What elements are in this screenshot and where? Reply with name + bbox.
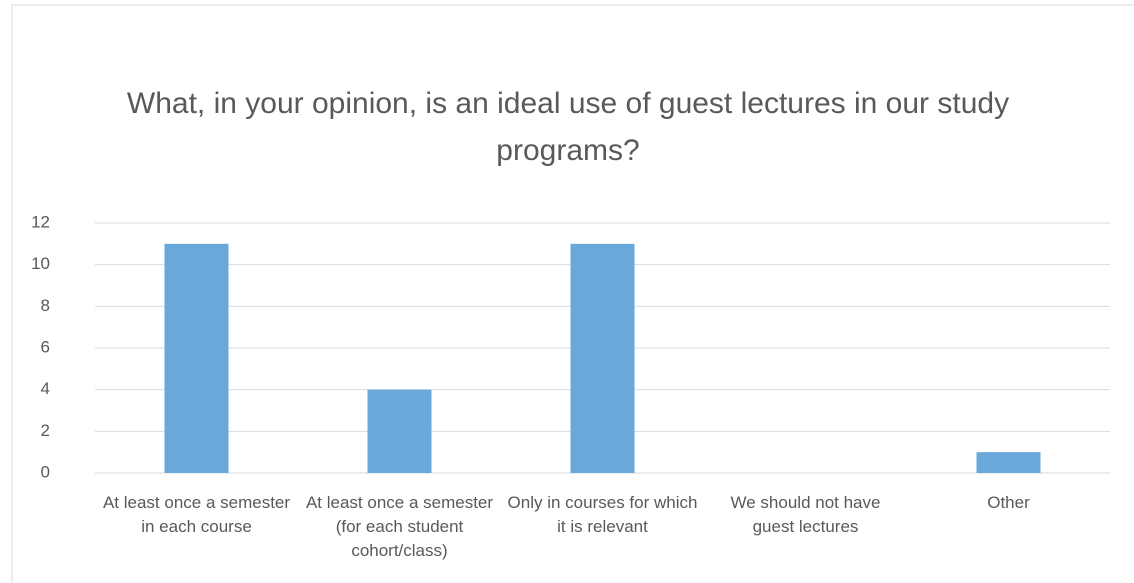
y-tick-label: 10 bbox=[31, 254, 50, 273]
y-tick-label: 0 bbox=[41, 462, 50, 481]
x-label-box: Only in courses for which it is relevant bbox=[507, 493, 698, 536]
bar bbox=[164, 243, 229, 473]
x-tick-label: Other bbox=[987, 493, 1030, 512]
y-tick-label: 2 bbox=[41, 421, 50, 440]
chart-title: What, in your opinion, is an ideal use o… bbox=[126, 87, 1010, 167]
x-label-box: At least once a semester (for each stude… bbox=[305, 493, 494, 560]
x-label-box: Other bbox=[987, 493, 1030, 512]
x-tick-label: At least once a semester (for each stude… bbox=[305, 493, 494, 560]
bar bbox=[570, 243, 635, 473]
x-label-box: At least once a semester in each course bbox=[102, 493, 291, 536]
x-tick-label: We should not have guest lectures bbox=[730, 493, 881, 536]
x-label-box: We should not have guest lectures bbox=[730, 493, 881, 536]
y-tick-label: 4 bbox=[41, 379, 50, 398]
x-tick-label: Only in courses for which it is relevant bbox=[507, 493, 698, 536]
y-tick-label: 8 bbox=[41, 296, 50, 315]
bar bbox=[976, 452, 1041, 473]
y-tick-label: 12 bbox=[31, 212, 50, 231]
x-tick-label: At least once a semester in each course bbox=[102, 493, 291, 536]
bar bbox=[367, 389, 432, 473]
title-box: What, in your opinion, is an ideal use o… bbox=[126, 87, 1010, 167]
y-tick-label: 6 bbox=[41, 337, 50, 356]
